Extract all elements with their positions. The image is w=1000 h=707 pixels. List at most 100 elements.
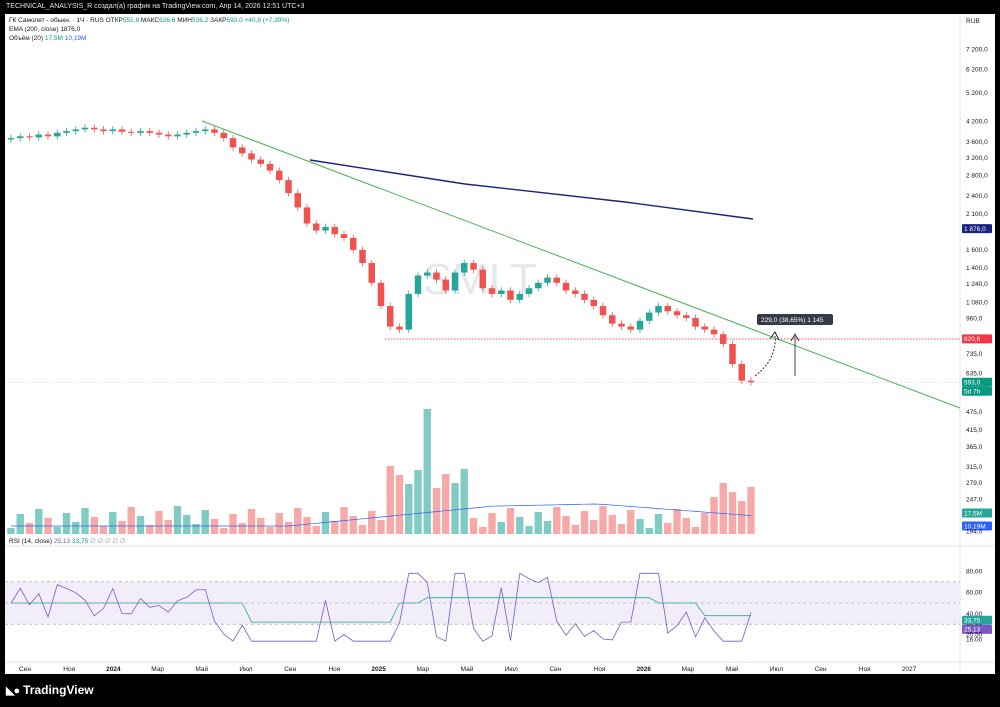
- candle-body: [535, 282, 542, 289]
- candle-body: [183, 132, 190, 135]
- candle-body: [738, 363, 745, 381]
- candle-body: [359, 249, 366, 264]
- volume-bar: [395, 475, 404, 534]
- volume-bar: [303, 517, 311, 534]
- rsi-label-badge: [962, 624, 992, 634]
- candle-body: [747, 380, 755, 383]
- tradingview-brand[interactable]: ◣● TradingView: [6, 683, 94, 697]
- candle-body: [192, 131, 200, 133]
- price-tick-label: 194,0: [966, 529, 983, 536]
- legend-rsi-placeholders: ∅ ∅ ∅ ∅ ∅: [90, 538, 126, 545]
- candle-body: [248, 153, 255, 160]
- legend-ema-row[interactable]: EMA (200, close) 1876,0: [9, 25, 80, 34]
- candle-body: [202, 129, 209, 132]
- volume-bar: [312, 526, 320, 534]
- volume-bar: [654, 514, 663, 534]
- candle-body: [276, 170, 283, 181]
- price-label-level: 820,6: [964, 336, 981, 343]
- candle-body: [350, 237, 357, 250]
- chart-caption: TECHNICAL_ANALYSIS_R создал(а) график на…: [6, 3, 305, 10]
- candle-body: [211, 129, 218, 133]
- candle-body: [636, 320, 644, 330]
- volume-bar: [229, 514, 237, 534]
- volume-bar: [62, 513, 71, 534]
- volume-bar: [90, 517, 98, 534]
- candle-body: [461, 263, 468, 273]
- volume-bar: [25, 523, 34, 534]
- volume-bar: [645, 528, 653, 534]
- candle-body: [544, 277, 551, 283]
- volume-bar: [460, 469, 468, 534]
- candle-body: [414, 275, 422, 294]
- price-tick-label: 2 400,0: [966, 193, 988, 200]
- rsi-tick-label: 16,00: [966, 636, 983, 643]
- volume-bar: [636, 519, 644, 534]
- volume-bar: [155, 511, 163, 534]
- candle-body: [331, 226, 338, 235]
- currency-label: RUB: [966, 18, 980, 25]
- price-tick-label: 475,0: [966, 409, 983, 416]
- volume-bar: [534, 512, 542, 534]
- legend-volume-label: Объём (20): [9, 35, 44, 42]
- x-tick-label: Сен: [815, 666, 827, 673]
- price-label-badge: [962, 377, 992, 387]
- legend-volume-row[interactable]: Объём (20) 17,5M 10,19M: [9, 34, 86, 43]
- volume-bar: [423, 409, 431, 534]
- volume-bar: [368, 511, 376, 534]
- volume-bar: [238, 523, 246, 534]
- candle-body: [720, 334, 727, 344]
- x-tick-label: 2024: [106, 666, 121, 673]
- rsi-tick-label: 60,00: [966, 590, 983, 597]
- volume-bar: [358, 525, 367, 534]
- volume-bar: [469, 518, 478, 534]
- volume-bar: [571, 525, 579, 534]
- x-tick-label: Мар: [151, 666, 164, 673]
- candle-body: [72, 129, 79, 132]
- x-tick-label: 2027: [902, 666, 917, 673]
- rsi-badge-label: 33,75: [964, 618, 981, 625]
- candle-body: [627, 326, 634, 330]
- measure-arrowhead: [790, 333, 800, 342]
- legend-close-label: ЗАКР: [210, 17, 227, 24]
- legend-volume-value: 17,5M: [44, 35, 63, 42]
- candle-body: [424, 272, 431, 276]
- volume-bar: [516, 517, 524, 534]
- legend-rsi-row[interactable]: RSI (14, close) 25,13 33,75 ∅ ∅ ∅ ∅ ∅: [9, 537, 126, 546]
- candle-body: [729, 343, 736, 364]
- candle-body: [44, 134, 52, 137]
- x-tick-label: Ноя: [594, 666, 606, 673]
- price-tick-label: 6 200,0: [966, 67, 988, 74]
- price-tick-label: 3 200,0: [966, 155, 988, 162]
- rsi-tick-label: 40,00: [966, 611, 983, 618]
- price-chart[interactable]: SMLT 229,0 (38,65%) 1 145 СенНоя2024МарМ…: [5, 14, 995, 674]
- volume-bar: [99, 526, 108, 534]
- candle-body: [701, 326, 708, 330]
- legend-open-label: ОТКР: [105, 17, 123, 24]
- trendline: [201, 120, 961, 409]
- legend-symbol[interactable]: ГК Самолет - обыкн. · 1Ч · RUS: [9, 17, 104, 24]
- price-tick-label: 5 200,0: [966, 90, 988, 97]
- candle-body: [174, 134, 181, 137]
- candle-body: [285, 180, 292, 194]
- volume-bar: [349, 516, 357, 534]
- candle-body: [599, 306, 607, 316]
- rsi-line: [10, 572, 752, 642]
- candle-body: [572, 290, 579, 294]
- candle-body: [609, 315, 616, 324]
- legend-low-label: МИН: [177, 17, 192, 24]
- price-tick-label: 4 200,0: [966, 119, 988, 126]
- candle-body: [553, 277, 560, 283]
- volume-bar: [442, 474, 450, 534]
- candle-body: [26, 136, 33, 138]
- x-tick-label: Июл: [505, 666, 518, 673]
- candle-body: [683, 315, 690, 319]
- candle-body: [294, 193, 301, 208]
- grid: [5, 14, 995, 674]
- candle-body: [340, 234, 348, 238]
- candle-body: [488, 288, 496, 294]
- volume-bar: [497, 522, 505, 534]
- price-label-last: 593,0: [964, 380, 981, 387]
- price-tick-label: 7 200,0: [966, 47, 988, 54]
- candle-body: [91, 127, 98, 130]
